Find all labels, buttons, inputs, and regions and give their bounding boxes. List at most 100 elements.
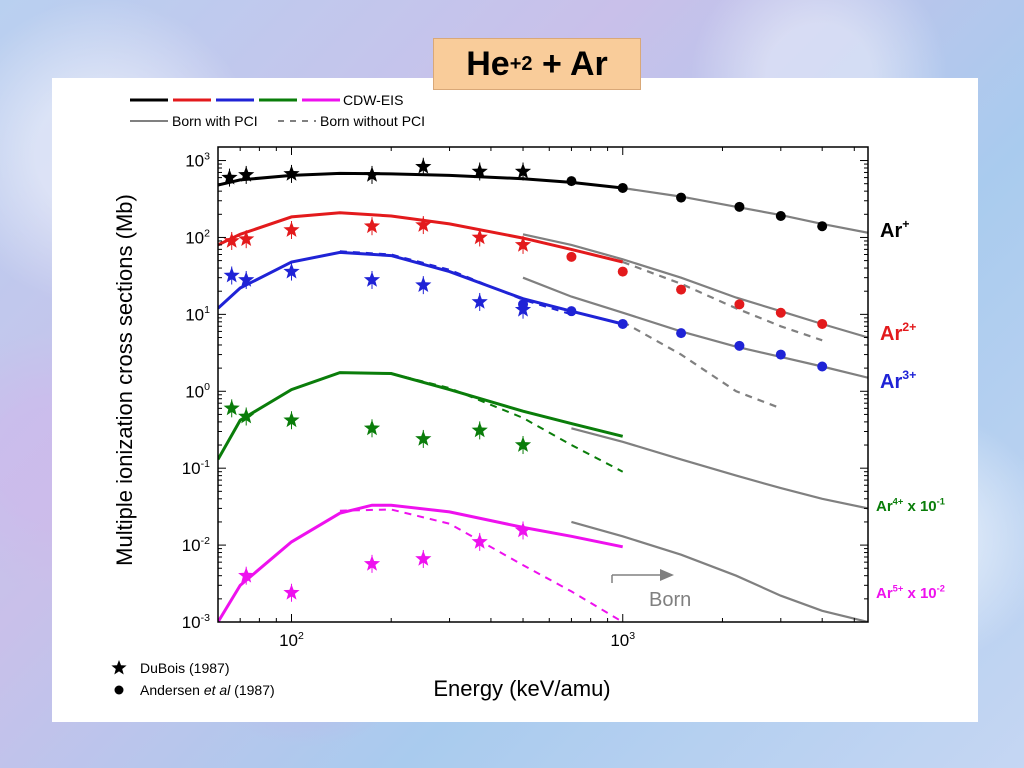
dubois-point-ar5-1 (283, 584, 300, 600)
andersen-point-ar1-3 (734, 201, 745, 212)
axes-layer: 102 103 10-3 10-2 10-1 100 101 102 103 Energy (ke… (112, 146, 869, 701)
dubois-point-ar2-1 (238, 230, 255, 246)
series-label-ar2: Ar2+ (880, 320, 916, 345)
cdw-curve-ar3 (218, 250, 624, 326)
andersen-point-ar2-2 (676, 284, 687, 295)
cdw-curve-ar5 (218, 503, 624, 622)
legend-born-nopci-label: Born without PCI (320, 113, 425, 129)
legend-andersen-dot (114, 685, 124, 695)
x-tick-label: 102 (279, 630, 304, 650)
andersen-point-ar3-2 (617, 318, 628, 329)
born-annotation: Born (649, 589, 691, 611)
x-tick-label: 103 (610, 630, 635, 650)
born-arrow-head (660, 569, 674, 581)
andersen-point-ar3-4 (734, 340, 745, 351)
dubois-point-ar1-0 (221, 169, 238, 185)
andersen-point-ar3-0 (518, 299, 529, 310)
dubois-point-ar4-3 (363, 419, 381, 436)
dubois-point-ar4-2 (283, 411, 300, 428)
cdw-curve-ar4 (218, 371, 624, 461)
born-pci-curve-ar4 (571, 427, 868, 510)
legend-dubois-label: DuBois (1987) (140, 660, 230, 676)
legend-cdw-label: CDW-EIS (343, 92, 403, 108)
andersen-point-ar2-5 (817, 318, 828, 329)
born-pci-curve-ar3 (522, 276, 868, 379)
y-tick-label: 102 (185, 227, 210, 247)
dubois-point-ar1-5 (471, 163, 488, 179)
y-tick-label: 10-2 (182, 535, 210, 555)
plot-frame (217, 146, 869, 623)
andersen-point-ar2-1 (617, 266, 628, 277)
andersen-point-ar2-0 (566, 251, 577, 262)
dubois-point-ar2-2 (283, 221, 300, 237)
andersen-point-ar2-4 (775, 307, 786, 318)
andersen-point-ar3-1 (566, 306, 577, 317)
series-label-ar4: Ar4+ x 10-1 (876, 496, 945, 515)
andersen-point-ar1-4 (775, 211, 786, 222)
andersen-point-ar1-0 (566, 176, 577, 187)
series-label-ar5: Ar5+ x 10-2 (876, 583, 945, 602)
legend-andersen-label: Andersen et al (1987) (140, 682, 275, 698)
dubois-point-ar1-3 (363, 166, 381, 182)
y-tick-label: 10-1 (182, 458, 210, 478)
title-rest: + Ar (532, 44, 608, 83)
dubois-point-ar5-3 (415, 550, 432, 566)
dubois-point-ar4-5 (471, 421, 488, 438)
dubois-point-ar1-4 (415, 158, 432, 174)
cdw-curve-ar2 (218, 211, 624, 264)
andersen-point-ar3-3 (676, 328, 687, 339)
dubois-point-ar4-1 (238, 408, 255, 424)
title-charge: +2 (509, 52, 533, 75)
born-pci-curve-ar1 (622, 186, 868, 234)
born-nopci-curve-ar2 (622, 260, 823, 342)
dubois-point-ar3-1 (238, 271, 255, 287)
legend-born-pci-label: Born with PCI (172, 113, 258, 129)
andersen-point-ar1-1 (617, 182, 628, 193)
dubois-point-ar3-5 (471, 293, 488, 309)
dubois-point-ar3-3 (363, 271, 381, 287)
dubois-point-ar5-2 (363, 555, 381, 571)
cdw-nopci-curve-ar4 (390, 372, 624, 473)
dubois-point-ar4-6 (514, 436, 532, 452)
y-tick-label: 101 (185, 304, 210, 324)
dubois-point-ar2-5 (471, 229, 488, 245)
curves-group (218, 171, 868, 622)
slide-title: He +2 + Ar (433, 38, 641, 90)
y-tick-label: 103 (185, 150, 210, 170)
legend-layer: CDW-EIS Born with PCI Born without PCI DuBo… (111, 92, 945, 698)
series-label-ar3: Ar3+ (880, 368, 916, 393)
dubois-point-ar1-1 (238, 166, 255, 182)
dubois-point-ar1-2 (283, 165, 300, 181)
series-label-ar1: Ar+ (880, 217, 909, 242)
born-pci-curve-ar5 (571, 520, 868, 622)
dubois-point-ar3-2 (283, 263, 300, 279)
born-pci-curve-ar2 (522, 233, 868, 339)
dubois-point-ar5-0 (238, 567, 255, 583)
y-axis-label: Multiple ionization cross sections (Mb) (112, 194, 137, 566)
y-tick-label: 10-3 (182, 612, 210, 632)
dubois-point-ar5-5 (514, 522, 532, 538)
dubois-point-ar4-0 (223, 399, 240, 416)
andersen-point-ar3-5 (775, 349, 786, 360)
dubois-point-ar5-4 (471, 533, 488, 549)
x-axis-label: Energy (keV/amu) (433, 676, 610, 701)
dubois-point-ar3-4 (415, 276, 432, 292)
dubois-point-ar2-3 (363, 217, 381, 234)
legend-dubois-star (111, 660, 127, 675)
cdw-nopci-curve-ar5 (339, 508, 624, 622)
plot-layer (218, 157, 868, 622)
y-tick-label: 100 (185, 381, 210, 401)
title-base: He (466, 44, 510, 83)
andersen-point-ar1-2 (676, 192, 687, 203)
andersen-point-ar3-6 (817, 361, 828, 372)
dubois-point-ar2-6 (514, 236, 532, 252)
andersen-point-ar1-5 (817, 221, 828, 232)
born-nopci-curve-ar3 (622, 320, 782, 410)
chart-panel (52, 78, 978, 722)
cdw-curve-ar1 (218, 171, 623, 190)
dubois-point-ar3-0 (223, 267, 240, 283)
dubois-point-ar4-4 (415, 430, 432, 446)
dubois-point-ar2-0 (223, 232, 240, 248)
andersen-point-ar2-3 (734, 299, 745, 310)
